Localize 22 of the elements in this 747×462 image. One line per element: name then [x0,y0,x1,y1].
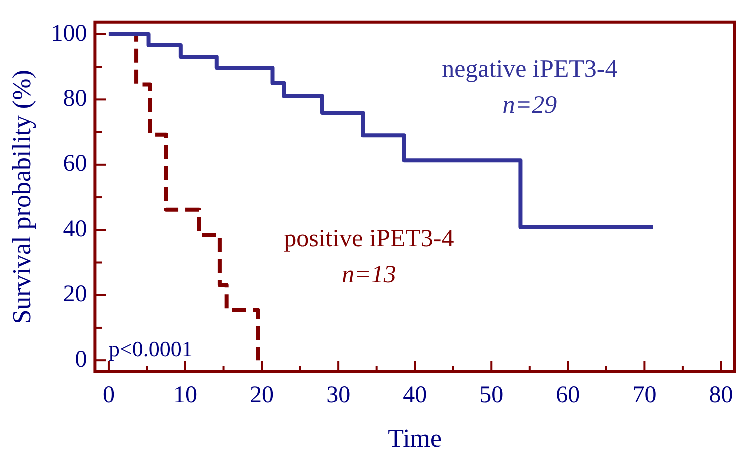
y-tick-label: 20 [63,282,88,308]
x-tick-label: 60 [556,382,580,409]
x-tick-label: 80 [709,382,734,409]
annotation: p<0.0001 [108,336,193,362]
y-tick-label: 0 [75,346,88,373]
y-tick-label: 100 [51,20,88,47]
y-tick-label: 60 [63,151,88,178]
x-axis-title: Time [388,424,442,454]
x-tick-label: 40 [403,382,428,409]
x-tick-label: 30 [326,382,351,409]
y-axis-title: Survival probability (%) [7,70,36,324]
x-tick-label: 0 [102,382,115,409]
x-tick-label: 10 [174,382,198,409]
text: positive iPET3-4 [284,225,455,252]
annotation: n=13 [342,261,396,288]
x-tick-label: 20 [250,382,274,409]
annotation: n=29 [502,92,558,119]
x-tick-label: 50 [480,382,504,409]
x-tick-label: 70 [632,382,657,409]
y-tick-label: 40 [63,216,88,242]
text: negative iPET3-4 [442,56,618,83]
y-tick-label: 80 [63,86,88,112]
